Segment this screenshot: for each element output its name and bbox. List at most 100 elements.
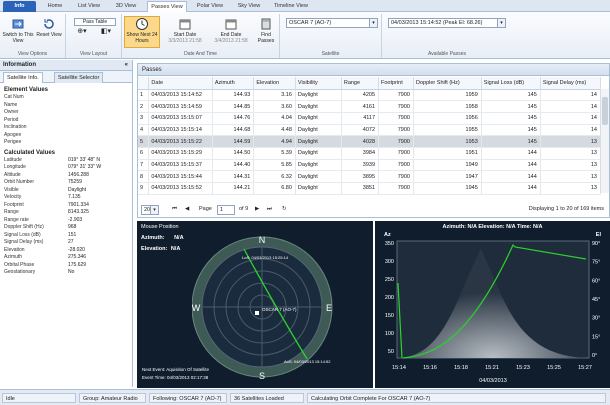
column-header[interactable]: Range bbox=[341, 77, 380, 90]
tab-passes-view[interactable]: Passes View bbox=[147, 1, 187, 12]
time-tick-label: 15:14 bbox=[392, 365, 406, 371]
table-cell: 8 bbox=[138, 170, 150, 183]
column-header[interactable]: Elevation bbox=[253, 77, 296, 90]
tab-polar-view[interactable]: Polar View bbox=[196, 3, 224, 9]
table-cell: Daylight bbox=[295, 170, 342, 183]
info-row: Inclination bbox=[0, 124, 132, 132]
table-cell: 144.76 bbox=[212, 112, 255, 125]
mouse-position-title: Mouse Position bbox=[141, 224, 179, 230]
layout-dropdown-1[interactable]: ⊕▾ bbox=[77, 28, 87, 35]
table-row[interactable]: 4 04/03/2013 15:15:14 144.68 4.48 Daylight 40… bbox=[138, 124, 602, 137]
table-cell: 9 bbox=[138, 182, 150, 195]
reset-view-button[interactable]: Reset View bbox=[36, 17, 62, 38]
table-row[interactable]: 2 04/03/2013 15:14:59 144.85 3.60 Daylight 41… bbox=[138, 100, 602, 113]
table-row[interactable]: 6 04/03/2013 15:15:29 144.50 5.39 Daylight 39… bbox=[138, 147, 602, 160]
layout-dropdown-2[interactable]: ◧▾ bbox=[100, 28, 112, 35]
end-date-button[interactable]: End Date 3/4/2013 21:58 bbox=[210, 17, 252, 44]
column-header[interactable]: Signal Loss (dB) bbox=[481, 77, 541, 90]
available-passes-select[interactable]: 04/03/2013 15:14:52 (Peak El: 68.26) ▾ bbox=[388, 18, 506, 28]
az-tick-label: 200 bbox=[385, 295, 394, 301]
info-value: Daylight bbox=[68, 186, 87, 193]
prev-page-icon[interactable]: ◀ bbox=[185, 206, 190, 212]
tab-3d-view[interactable]: 3D View bbox=[115, 3, 137, 9]
column-header[interactable]: Signal Delay (ms) bbox=[540, 77, 602, 90]
table-cell: 7900 bbox=[378, 182, 414, 195]
table-cell: 7900 bbox=[378, 112, 414, 125]
table-cell: 1947 bbox=[413, 170, 482, 183]
status-satellites-loaded: 36 Satellites Loaded bbox=[230, 393, 304, 403]
table-cell: 4.94 bbox=[253, 135, 296, 148]
column-header[interactable]: Doppler Shift (Hz) bbox=[413, 77, 482, 90]
status-message: Calculating Orbit Complete For OSCAR 7 (… bbox=[307, 393, 606, 403]
tab-timeline-view[interactable]: Timeline View bbox=[274, 3, 308, 9]
info-subtabs: Satellite Info. Satellite Selector bbox=[0, 71, 132, 83]
column-header[interactable]: Date bbox=[148, 77, 213, 90]
table-cell: 144.50 bbox=[212, 147, 255, 160]
table-cell: 4205 bbox=[341, 89, 380, 102]
switch-to-view-button[interactable]: Switch to This View bbox=[2, 17, 34, 44]
info-key: Orbit Number bbox=[4, 179, 35, 185]
table-cell: 145 bbox=[481, 100, 541, 113]
find-passes-button[interactable]: Find Passes bbox=[254, 17, 278, 44]
page-size-select[interactable]: 20 ▾ bbox=[141, 205, 159, 215]
info-value: 968 bbox=[68, 224, 77, 230]
column-header[interactable]: Visibility bbox=[295, 77, 342, 90]
table-cell: 3 bbox=[138, 112, 150, 125]
table-cell: 5.85 bbox=[253, 159, 296, 172]
table-cell: 04/03/2013 15:15:52 bbox=[148, 182, 213, 195]
column-header[interactable]: Azimuth bbox=[212, 77, 255, 90]
table-row[interactable]: 8 04/03/2013 15:15:44 144.31 6.32 Daylight 38… bbox=[138, 170, 602, 183]
next-page-icon[interactable]: ▶ bbox=[255, 206, 260, 212]
pass-table-toggle[interactable]: Pass Table bbox=[74, 18, 116, 26]
table-cell: 13 bbox=[540, 159, 602, 172]
info-value: 151 bbox=[68, 231, 77, 238]
table-cell: 145 bbox=[481, 124, 541, 137]
column-header[interactable] bbox=[138, 77, 150, 90]
tab-home[interactable]: Home bbox=[47, 3, 63, 9]
tab-info[interactable]: Info bbox=[3, 1, 36, 12]
show-next-24-hours-button[interactable]: Show Next 24 Hours bbox=[124, 16, 160, 48]
tab-satellite-info[interactable]: Satellite Info. bbox=[3, 72, 43, 83]
polar-plot: Mouse Position Azimuth: N/A Elevation: N… bbox=[137, 221, 373, 388]
refresh-icon[interactable]: ↻ bbox=[282, 206, 287, 212]
scroll-thumb[interactable] bbox=[602, 97, 608, 125]
info-key: Altitude bbox=[4, 171, 21, 178]
tab-sky-view[interactable]: Sky View bbox=[237, 3, 261, 9]
tab-list-view[interactable]: List View bbox=[78, 3, 100, 9]
last-page-icon[interactable]: ⏭ bbox=[267, 206, 272, 212]
info-row: Orbit Number 75259 bbox=[0, 179, 132, 187]
table-cell: Daylight bbox=[295, 112, 342, 125]
column-header[interactable]: Footprint bbox=[378, 77, 414, 90]
table-cell: 1956 bbox=[413, 112, 482, 125]
tab-satellite-selector[interactable]: Satellite Selector bbox=[54, 72, 104, 83]
elevation-value: N/A bbox=[170, 246, 181, 252]
info-value: -28.020 bbox=[68, 246, 85, 253]
table-cell: 13 bbox=[540, 135, 602, 148]
table-row[interactable]: 9 04/03/2013 15:15:52 144.21 6.80 Daylight 38… bbox=[138, 182, 602, 195]
info-row: Cat Num bbox=[0, 94, 132, 102]
page-number-input[interactable]: 1 bbox=[217, 205, 235, 215]
table-row[interactable]: 5 04/03/2013 15:15:22 144.59 4.94 Daylight 40… bbox=[138, 135, 602, 148]
satellite-select[interactable]: OSCAR 7 (AO-7) ▾ bbox=[286, 18, 378, 28]
info-row: Owner bbox=[0, 109, 132, 117]
passes-scrollbar[interactable] bbox=[600, 89, 609, 193]
info-key: Visible bbox=[4, 186, 19, 193]
info-row: Range rate -2.903 bbox=[0, 217, 132, 225]
info-value: 27 bbox=[68, 239, 74, 245]
info-key: Footprint bbox=[4, 201, 24, 208]
start-date-button[interactable]: Start Date 3/3/2013 21:58 bbox=[164, 17, 206, 44]
first-page-icon[interactable]: ⏮ bbox=[172, 206, 177, 212]
table-cell: 6.80 bbox=[253, 182, 296, 195]
table-cell: 4117 bbox=[341, 112, 380, 125]
table-cell: 144.40 bbox=[212, 159, 255, 172]
table-cell: 04/03/2013 15:14:52 bbox=[148, 89, 213, 102]
table-row[interactable]: 3 04/03/2013 15:15:07 144.76 4.04 Daylight 41… bbox=[138, 112, 602, 125]
table-row[interactable]: 7 04/03/2013 15:15:37 144.40 5.85 Daylight 39… bbox=[138, 159, 602, 172]
table-row[interactable]: 1 04/03/2013 15:14:52 144.93 3.16 Daylight 42… bbox=[138, 89, 602, 102]
info-value: 079° 31' 33" W bbox=[68, 164, 102, 170]
table-cell: 3984 bbox=[341, 147, 380, 160]
table-cell: 4.04 bbox=[253, 112, 296, 125]
collapse-icon[interactable]: « bbox=[124, 62, 128, 68]
table-cell: 1945 bbox=[413, 182, 482, 195]
info-row: Azimuth 275.346 bbox=[0, 254, 132, 262]
